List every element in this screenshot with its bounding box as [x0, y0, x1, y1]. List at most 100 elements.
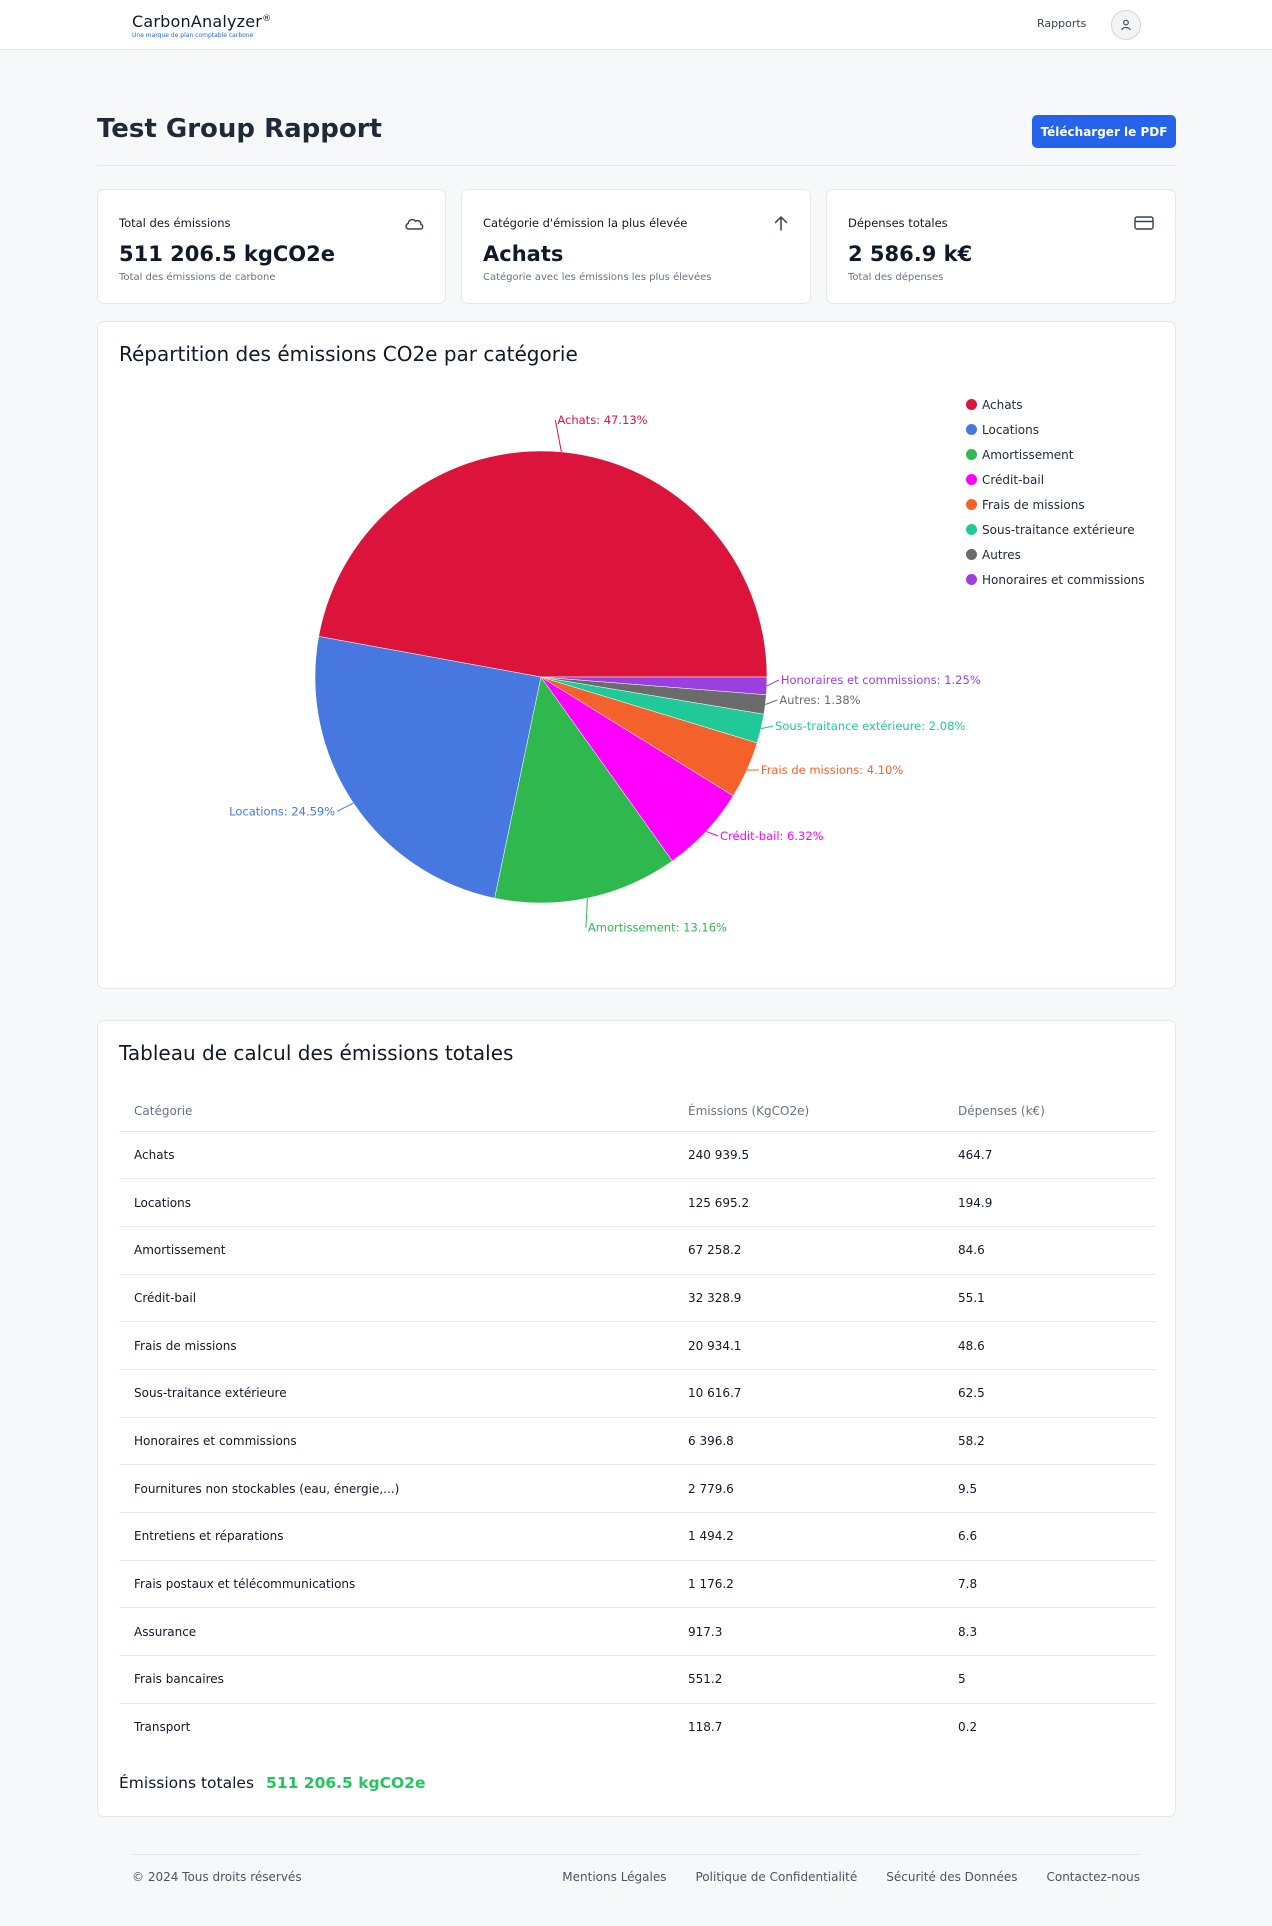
pie-slice-label: Locations: 24.59% [229, 804, 335, 818]
user-menu-button[interactable] [1111, 10, 1141, 40]
cell-emissions: 551.2 [673, 1655, 943, 1704]
download-pdf-button[interactable]: Télécharger le PDF [1032, 115, 1176, 148]
table-row: Assurance 917.3 8.3 [119, 1607, 1155, 1657]
legend-label: Frais de missions [982, 497, 1085, 512]
cell-spend: 9.5 [943, 1464, 1155, 1513]
stat-card-total-emissions: Total des émissions 511 206.5 kgCO2e Tot… [97, 189, 446, 304]
legend-dot [966, 399, 977, 410]
legend-dot [966, 474, 977, 485]
pie-label-leader [765, 699, 778, 705]
pie-chart: Achats: 47.13% Locations: 24.59% Amortisse… [229, 413, 981, 935]
cell-emissions: 10 616.7 [673, 1369, 943, 1418]
table-row: Frais postaux et télécommunications 1 176… [119, 1560, 1155, 1609]
legend-dot [966, 549, 977, 560]
pie-label-leader [585, 898, 588, 928]
pie-slice[interactable] [314, 636, 542, 899]
brand-name-text: CarbonAnalyzer [132, 12, 263, 31]
brand-logo[interactable]: CarbonAnalyzer® Une marque de plan compt… [132, 12, 271, 39]
legend-item[interactable]: Honoraires et commissions [966, 567, 1145, 592]
cell-spend: 194.9 [943, 1178, 1155, 1227]
legend-label: Autres [982, 547, 1021, 562]
cell-category: Sous-traitance extérieure [119, 1369, 673, 1418]
cell-emissions: 32 328.9 [673, 1274, 943, 1323]
table-header-row: Catégorie Émissions (KgCO2e) Dépenses (k… [119, 1091, 1155, 1132]
pie-slice-label: Frais de missions: 4.10% [761, 763, 903, 777]
pie-label-leader [336, 802, 354, 812]
table-row: Amortissement 67 258.2 84.6 [119, 1226, 1155, 1275]
cell-emissions: 20 934.1 [673, 1321, 943, 1370]
cell-category: Assurance [119, 1607, 673, 1657]
cell-spend: 6.6 [943, 1512, 1155, 1561]
legend-item[interactable]: Locations [966, 417, 1145, 442]
cell-category: Frais de missions [119, 1321, 673, 1370]
stat-label: Total des émissions [119, 216, 231, 230]
legend-dot [966, 424, 977, 435]
pie-slice[interactable] [318, 450, 768, 678]
legend-label: Achats [982, 397, 1023, 412]
legend-item[interactable]: Autres [966, 542, 1145, 567]
cell-emissions: 1 176.2 [673, 1560, 943, 1609]
total-emissions-row: Émissions totales 511 206.5 kgCO2e [119, 1774, 425, 1792]
brand-name: CarbonAnalyzer® [132, 12, 271, 31]
pie-label-leader [554, 419, 562, 453]
legend-item[interactable]: Amortissement [966, 442, 1145, 467]
pie-slice-label: Achats: 47.13% [557, 413, 647, 427]
pie-slice[interactable] [540, 676, 768, 695]
pie-slice[interactable] [494, 676, 673, 904]
table-row: Transport 118.7 0.2 [119, 1703, 1155, 1751]
brand-tagline: Une marque de plan comptable carbone [132, 32, 254, 39]
title-divider [97, 165, 1176, 166]
cell-spend: 58.2 [943, 1417, 1155, 1466]
pie-label-leader [760, 725, 774, 730]
pie-legend: Achats Locations Amortissement Crédit-bail F… [966, 392, 1145, 592]
emissions-table-card: Tableau de calcul des émissions totales … [97, 1020, 1176, 1817]
arrow-up-icon [774, 216, 788, 231]
cell-emissions: 118.7 [688, 1720, 723, 1735]
table-row: Honoraires et commissions 6 396.8 58.2 [119, 1417, 1155, 1466]
footer-links: Mentions Légales Politique de Confidenti… [562, 1870, 1140, 1884]
column-header-spend: Dépenses (k€) [943, 1091, 1155, 1132]
stat-subtitle: Catégorie avec les émissions les plus él… [483, 272, 712, 283]
footer-link-legal[interactable]: Mentions Légales [562, 1870, 667, 1884]
stat-value: 511 206.5 kgCO2e [119, 242, 335, 266]
cell-category: Achats [119, 1131, 673, 1180]
legend-label: Sous-traitance extérieure [982, 522, 1135, 537]
pie-label-leader [766, 679, 780, 687]
legend-label: Honoraires et commissions [982, 572, 1145, 587]
stat-subtitle: Total des dépenses [848, 272, 944, 283]
legend-label: Amortissement [982, 447, 1074, 462]
column-header-emissions: Émissions (KgCO2e) [673, 1091, 943, 1132]
credit-card-icon [1134, 216, 1154, 230]
cell-category: Entretiens et réparations [119, 1512, 673, 1561]
footer-link-privacy[interactable]: Politique de Confidentialité [695, 1870, 858, 1884]
cell-emissions: 125 695.2 [673, 1178, 943, 1227]
table-row: Sous-traitance extérieure 10 616.7 62.5 [119, 1369, 1155, 1418]
legend-item[interactable]: Sous-traitance extérieure [966, 517, 1145, 542]
stat-value: 2 586.9 k€ [848, 242, 973, 266]
total-emissions-value: 511 206.5 kgCO2e [266, 1774, 426, 1792]
cell-spend: 48.6 [943, 1321, 1155, 1370]
stat-label: Dépenses totales [848, 216, 948, 230]
legend-item[interactable]: Achats [966, 392, 1145, 417]
legend-item[interactable]: Frais de missions [966, 492, 1145, 517]
footer-link-security[interactable]: Sécurité des Données [886, 1870, 1018, 1884]
cell-emissions: 1 494.2 [673, 1512, 943, 1561]
cell-emissions: 240 939.5 [673, 1131, 943, 1180]
user-icon [1121, 19, 1131, 31]
legend-item[interactable]: Crédit-bail [966, 467, 1145, 492]
column-header-category: Catégorie [119, 1091, 673, 1132]
top-header: CarbonAnalyzer® Une marque de plan compt… [0, 0, 1272, 50]
table-row: Crédit-bail 32 328.9 55.1 [119, 1274, 1155, 1323]
cell-spend: 0.2 [958, 1720, 978, 1735]
cell-spend: 62.5 [943, 1369, 1155, 1418]
cell-spend: 464.7 [943, 1131, 1155, 1180]
footer-copyright: © 2024 Tous droits réservés [132, 1870, 302, 1884]
cell-category: Locations [119, 1178, 673, 1227]
cell-spend: 8.3 [943, 1607, 1155, 1657]
table-row: Frais de missions 20 934.1 48.6 [119, 1321, 1155, 1370]
nav-reports-link[interactable]: Rapports [1037, 17, 1087, 30]
footer-link-contact[interactable]: Contactez-nous [1046, 1870, 1140, 1884]
legend-dot [966, 574, 977, 585]
emissions-table: Catégorie Émissions (KgCO2e) Dépenses (k… [119, 1091, 1155, 1751]
pie-slice-label: Autres: 1.38% [779, 693, 860, 707]
